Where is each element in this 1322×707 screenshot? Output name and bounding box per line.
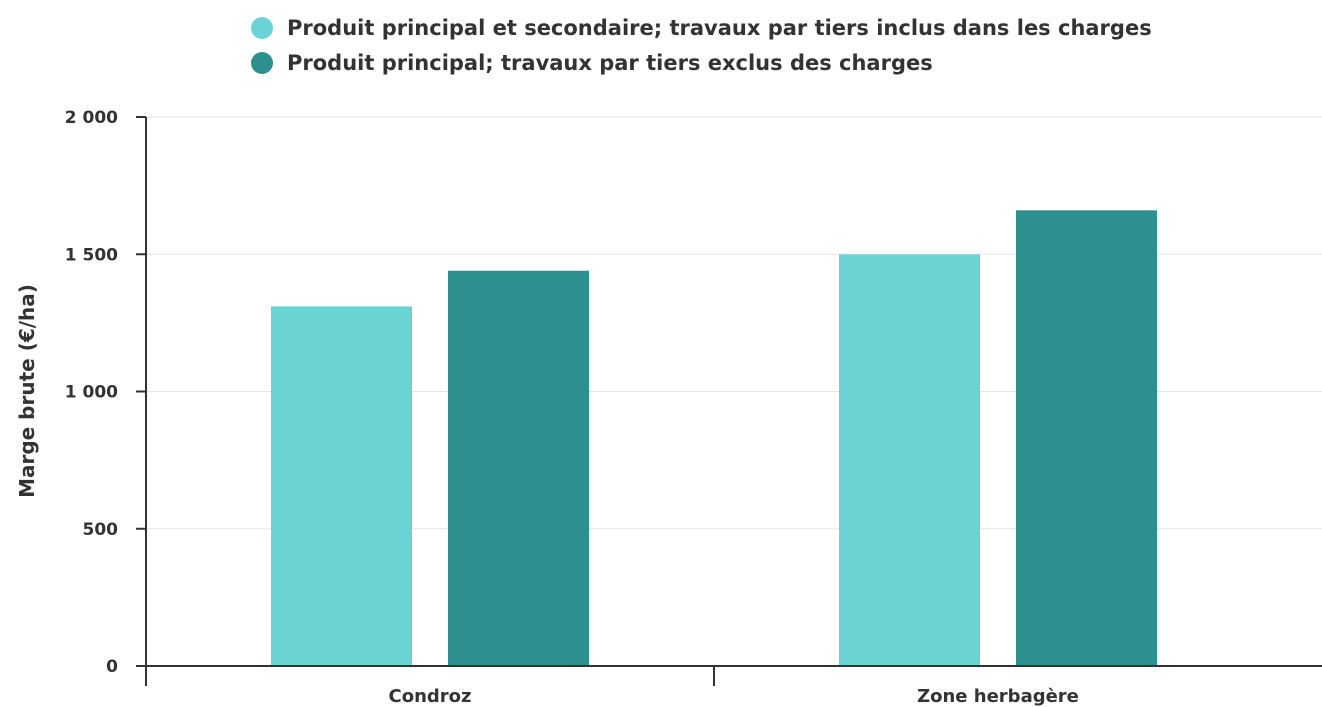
- bar-2-2: [1016, 210, 1157, 666]
- y-tick-label: 0: [106, 657, 118, 677]
- y-tick-label: 1 000: [65, 383, 118, 403]
- bars: [271, 210, 1157, 666]
- y-axis-title: Marge brute (€/ha): [15, 284, 39, 498]
- y-tick-label: 1 500: [65, 245, 118, 265]
- legend: Produit principal et secondaire; travaux…: [251, 16, 1152, 75]
- x-tick-label: Zone herbagère: [917, 686, 1079, 707]
- bar-2-1: [448, 270, 589, 666]
- legend-marker-2: [251, 52, 273, 74]
- bar-1-1: [271, 306, 412, 666]
- legend-marker-1: [251, 17, 273, 39]
- axes: 0 500 1 000 1 500 2 000 Condroz Zone herbagère: [65, 108, 1322, 707]
- legend-label-2: Produit principal; travaux par tiers exc…: [287, 51, 933, 75]
- legend-label-1: Produit principal et secondaire; travaux…: [287, 16, 1152, 40]
- bar-1-2: [839, 254, 980, 666]
- x-tick-label: Condroz: [389, 686, 472, 707]
- y-tick-label: 500: [83, 520, 119, 540]
- y-tick-label: 2 000: [65, 108, 118, 128]
